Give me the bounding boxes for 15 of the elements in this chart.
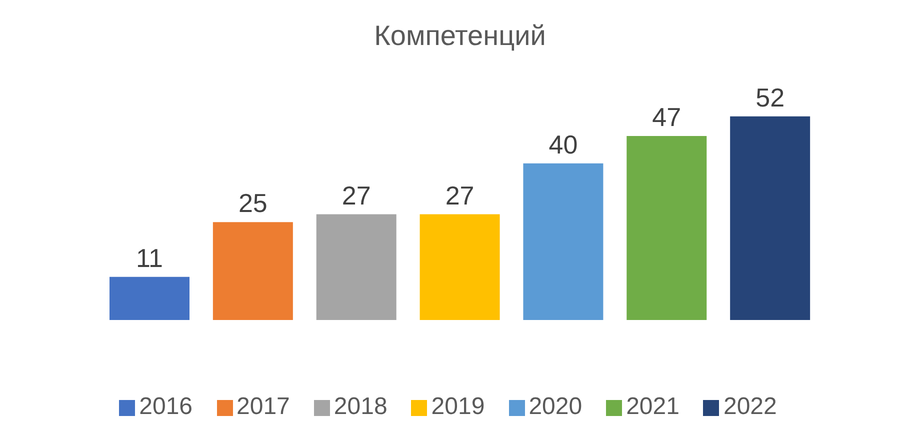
legend-label: 2019 bbox=[431, 393, 485, 420]
legend-label: 2018 bbox=[334, 393, 388, 420]
legend-label: 2016 bbox=[139, 393, 193, 420]
data-label: 52 bbox=[756, 82, 785, 112]
legend-label: 2020 bbox=[528, 393, 582, 420]
data-label: 27 bbox=[445, 180, 474, 210]
data-label: 27 bbox=[342, 180, 371, 210]
data-label: 40 bbox=[548, 129, 578, 160]
chart-title: Компетенций bbox=[373, 20, 547, 52]
legend-label: 2022 bbox=[723, 393, 777, 420]
data-label: 25 bbox=[238, 188, 268, 218]
data-label: 11 bbox=[136, 242, 163, 273]
data-label: 47 bbox=[652, 102, 682, 132]
legend-label: 2017 bbox=[236, 393, 290, 420]
legend-label: 2021 bbox=[626, 393, 680, 420]
